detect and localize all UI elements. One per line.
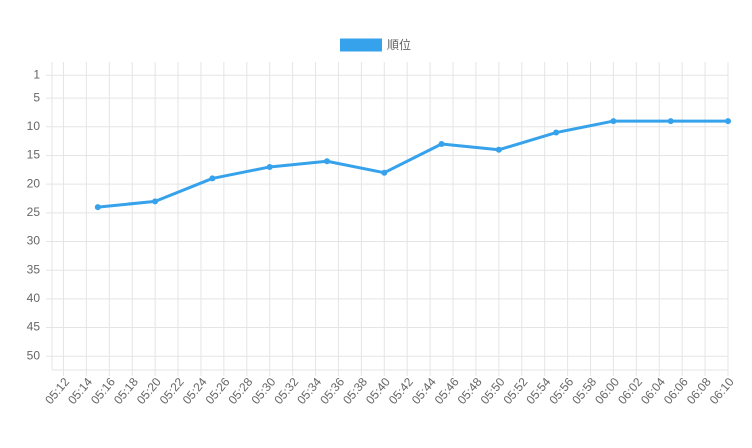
y-tick-label: 40: [27, 291, 41, 305]
x-tick-label: 05:30: [248, 375, 278, 407]
x-tick-label: 06:04: [638, 375, 668, 407]
y-tick-label: 1: [33, 67, 40, 81]
grid: [46, 62, 729, 376]
x-tick-label: 05:32: [271, 375, 301, 407]
legend-swatch[interactable]: [340, 38, 382, 52]
y-tick-label: 5: [33, 90, 40, 104]
x-tick-label: 05:48: [455, 375, 485, 407]
x-tick-label: 05:44: [409, 375, 439, 407]
x-tick-label: 05:38: [340, 375, 370, 407]
x-tick-label: 05:46: [432, 375, 462, 407]
x-tick-label: 06:10: [707, 375, 737, 407]
point: [381, 169, 388, 176]
x-tick-label: 05:26: [203, 375, 233, 407]
legend-label[interactable]: 順位: [387, 37, 411, 52]
x-tick-label: 05:56: [546, 375, 576, 407]
x-tick-label: 05:14: [65, 375, 95, 407]
point: [610, 118, 617, 125]
x-tick-label: 05:52: [500, 375, 530, 407]
x-tick-label: 06:08: [684, 375, 714, 407]
x-tick-label: 05:50: [478, 375, 508, 407]
point: [266, 163, 273, 170]
y-tick-label: 15: [27, 148, 41, 162]
x-tick-label: 05:18: [111, 375, 141, 407]
point: [152, 198, 159, 205]
y-tick-label: 10: [27, 119, 41, 133]
y-tick-label: 45: [27, 320, 41, 334]
line: [97, 119, 728, 209]
y-tick-label: 20: [27, 176, 41, 190]
y-tick-label: 35: [27, 262, 41, 276]
point: [209, 175, 216, 182]
y-tick-label: 30: [27, 234, 41, 248]
x-tick-label: 05:42: [386, 375, 416, 407]
x-tick-label: 05:28: [225, 375, 255, 407]
point: [667, 118, 674, 125]
x-tick-label: 05:12: [42, 375, 72, 407]
y-tick-label: 25: [27, 205, 41, 219]
point: [725, 118, 731, 125]
x-tick-label: 06:02: [615, 375, 645, 407]
x-tick-label: 05:58: [569, 375, 599, 407]
x-tick-label: 06:06: [661, 375, 691, 407]
x-tick-label: 05:22: [157, 375, 187, 407]
point: [438, 141, 445, 148]
x-tick-label: 05:34: [294, 375, 324, 407]
x-tick-label: 05:40: [363, 375, 393, 407]
x-tick-label: 05:20: [134, 375, 164, 407]
x-tick-label: 05:24: [180, 375, 210, 407]
x-tick-label: 06:00: [592, 375, 622, 407]
point: [94, 204, 101, 211]
x-tick-label: 05:54: [523, 375, 553, 407]
y-tick-label: 50: [27, 348, 41, 362]
point: [323, 158, 330, 165]
x-tick-label: 05:16: [88, 375, 118, 407]
point: [495, 146, 502, 153]
point: [553, 129, 560, 136]
marks: [94, 118, 731, 211]
x-tick-label: 05:36: [317, 375, 347, 407]
